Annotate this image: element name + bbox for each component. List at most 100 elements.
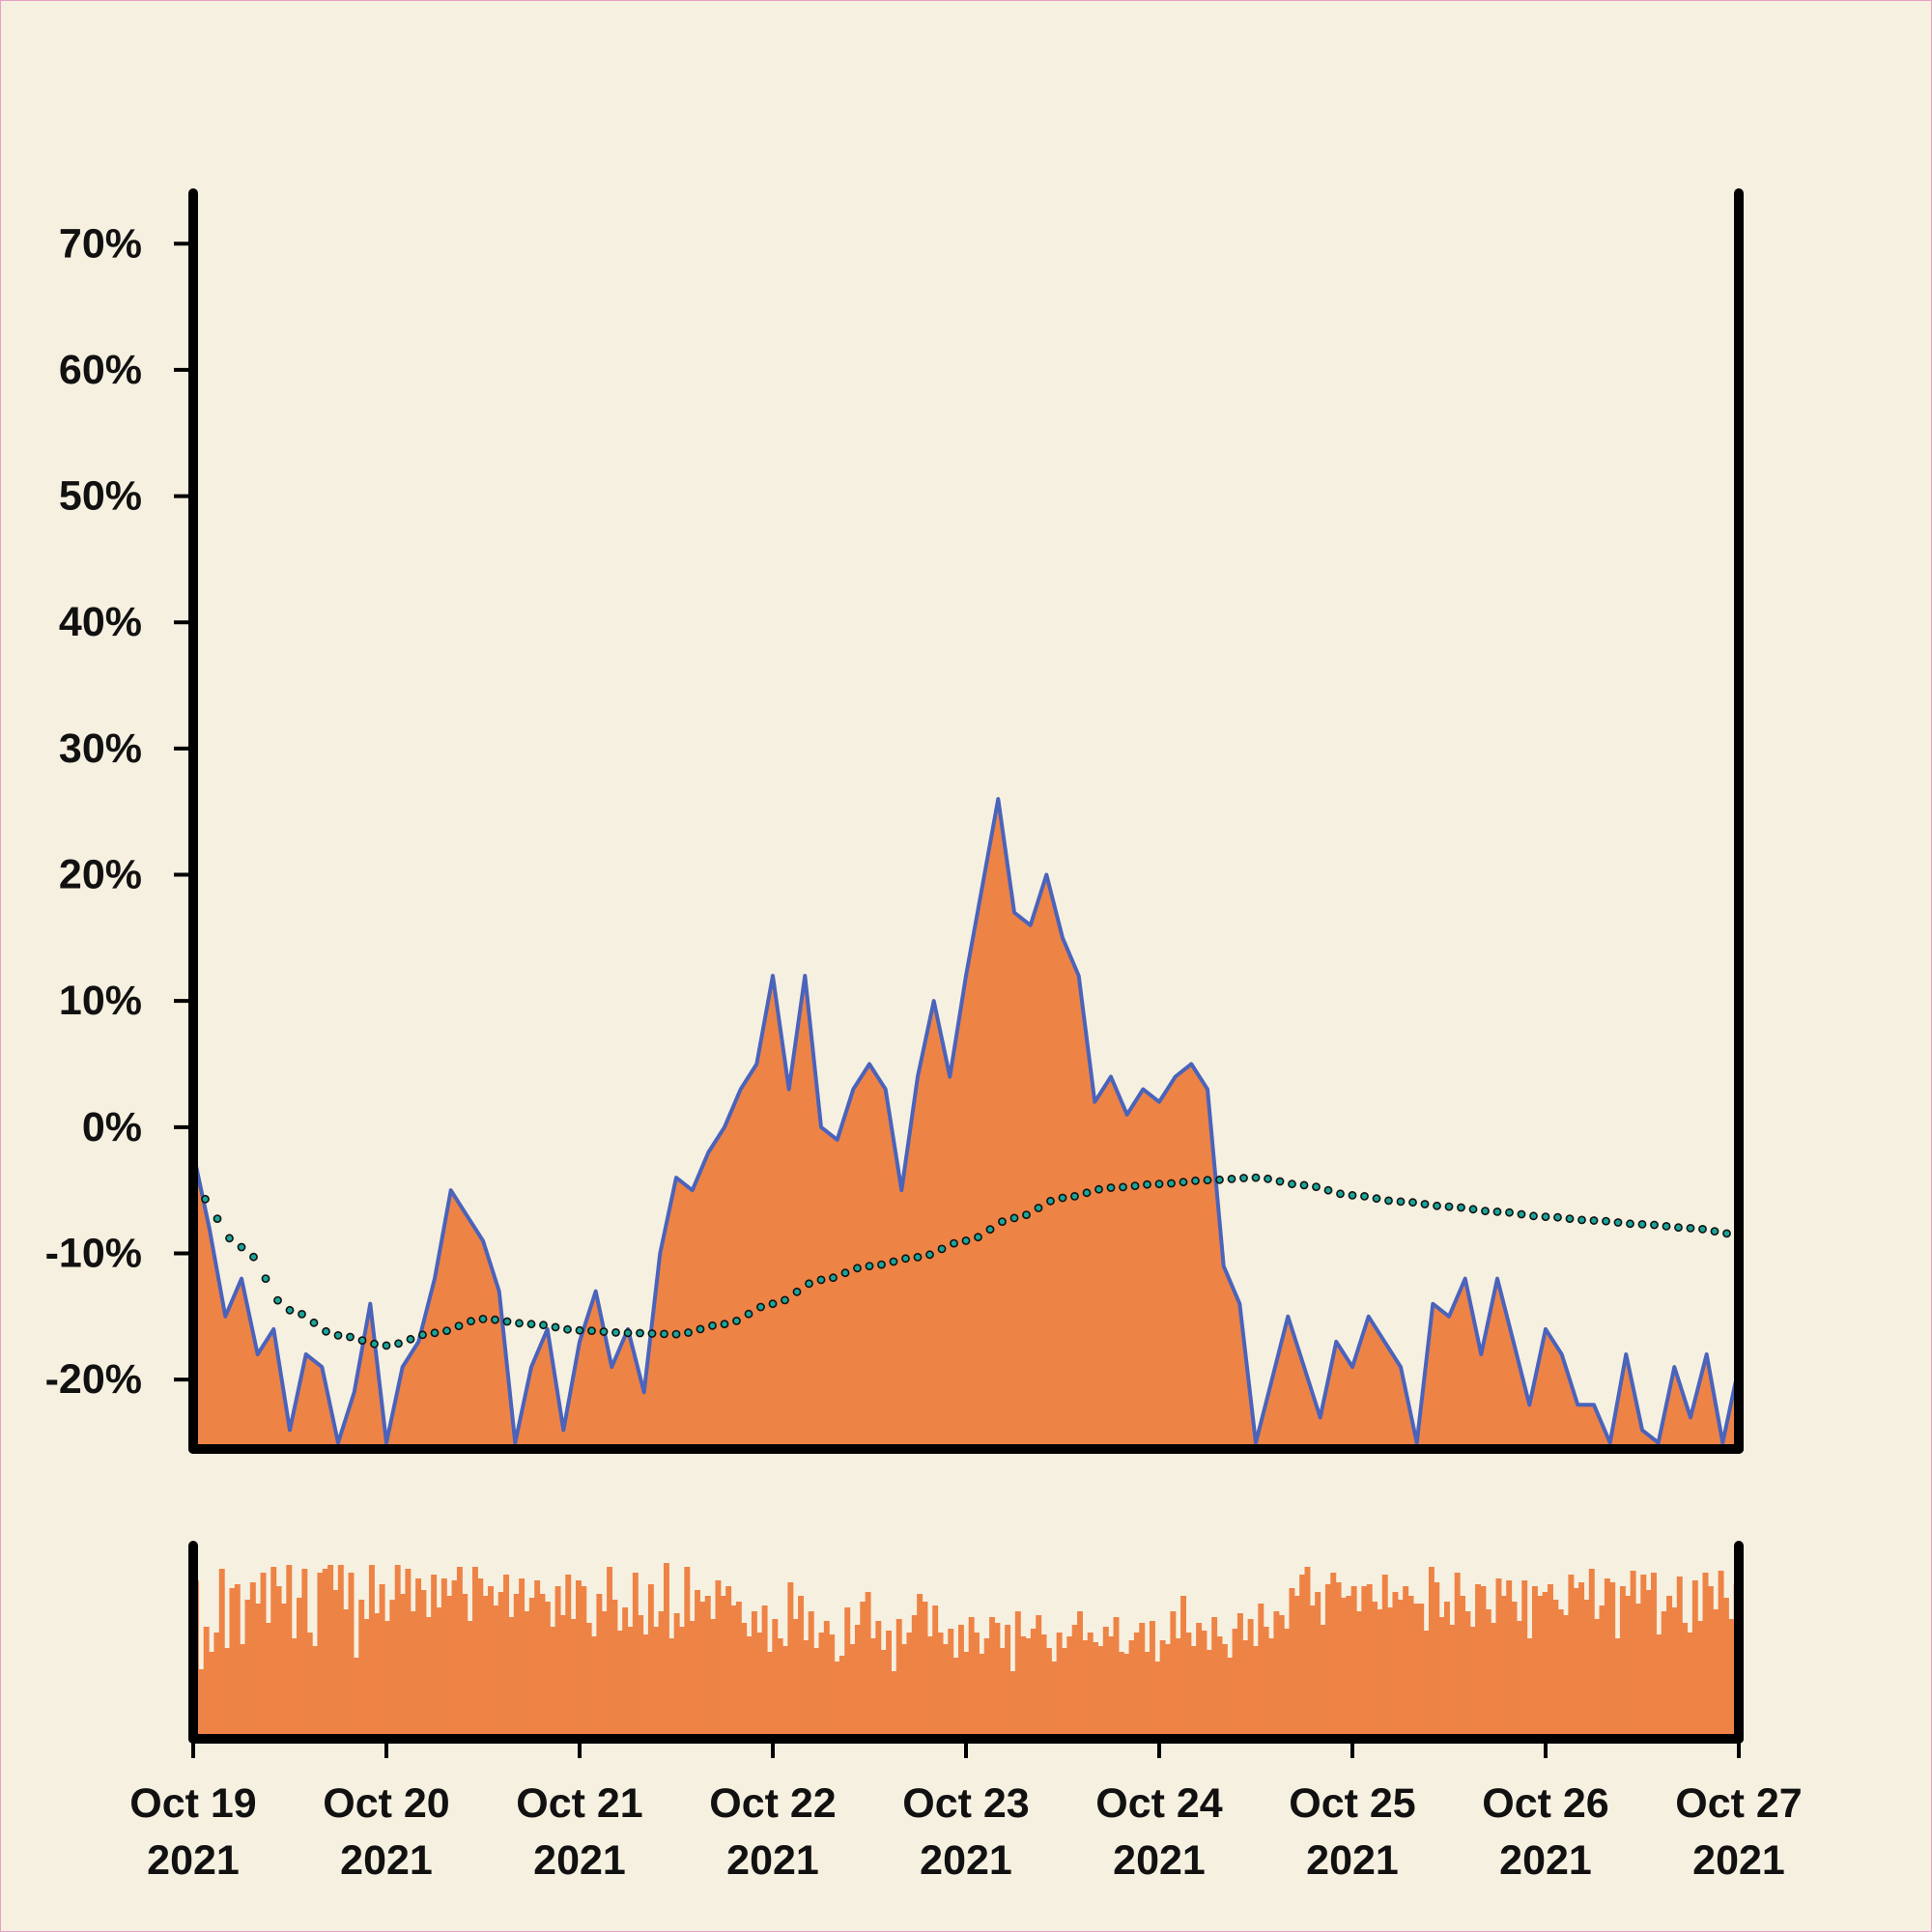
volume-bar	[1350, 1586, 1357, 1739]
trend-dot	[261, 1274, 270, 1283]
volume-bar	[1573, 1588, 1579, 1739]
trend-dot	[1626, 1219, 1634, 1229]
volume-bar	[451, 1580, 458, 1739]
trend-dot	[237, 1242, 246, 1252]
volume-bar	[482, 1596, 489, 1739]
trend-dot	[1637, 1220, 1647, 1229]
volume-bar	[1403, 1586, 1409, 1739]
volume-bar	[1165, 1644, 1171, 1739]
volume-bar	[704, 1596, 711, 1739]
volume-bar	[1190, 1646, 1197, 1739]
volume-bar	[1093, 1642, 1099, 1739]
volume-bar	[1263, 1627, 1269, 1739]
trend-dot	[551, 1322, 560, 1332]
volume-bar	[519, 1578, 526, 1739]
volume-bar	[1418, 1604, 1425, 1739]
volume-bar	[1676, 1577, 1683, 1739]
volume-bar	[1309, 1605, 1316, 1739]
trend-dot	[1119, 1182, 1127, 1192]
volume-bar	[673, 1613, 680, 1739]
volume-bar	[1511, 1602, 1518, 1739]
volume-bar	[1108, 1636, 1115, 1739]
volume-bar	[1614, 1638, 1621, 1739]
y-axis: 70% 60% 50% 40% 30% 20% 10% 0% -10% -20%	[45, 220, 193, 1403]
volume-bar	[1412, 1604, 1419, 1739]
x-tick-label-date: Oct 26	[1482, 1780, 1608, 1827]
x-tick-label-year: 2021	[1692, 1837, 1785, 1884]
volume-bar	[1273, 1611, 1280, 1739]
volume-bar	[265, 1623, 271, 1739]
volume-bar	[1227, 1658, 1234, 1739]
trend-dot	[430, 1328, 440, 1338]
trend-dot	[985, 1225, 995, 1235]
volume-bar	[632, 1573, 639, 1739]
trend-dot	[406, 1334, 415, 1344]
volume-bar	[1407, 1596, 1414, 1739]
trend-dot	[1396, 1197, 1406, 1207]
volume-bar	[1062, 1648, 1067, 1739]
volume-bar	[280, 1604, 287, 1739]
volume-bar	[255, 1604, 262, 1739]
trend-dot	[623, 1328, 633, 1338]
volume-bar	[1139, 1623, 1146, 1739]
volume-bar	[926, 1636, 933, 1739]
volume-bar	[1537, 1596, 1544, 1739]
volume-bar	[462, 1594, 469, 1739]
y-tick-label: -10%	[45, 1230, 142, 1276]
volume-bar	[1682, 1623, 1689, 1739]
volume-bar	[1656, 1634, 1662, 1739]
volume-bar	[792, 1619, 799, 1739]
trend-dot	[756, 1302, 765, 1312]
volume-bar	[446, 1596, 453, 1739]
trend-dot	[1312, 1182, 1321, 1191]
volume-bar	[1340, 1598, 1347, 1739]
volume-bar	[570, 1619, 577, 1739]
x-tick-label-year: 2021	[340, 1837, 433, 1884]
volume-bar	[1702, 1573, 1709, 1739]
main-plot: 70% 60% 50% 40% 30% 20% 10% 0% -10% -20%	[45, 188, 1744, 1454]
volume-bar	[787, 1582, 794, 1739]
trend-dot	[418, 1330, 427, 1340]
volume-bar	[1045, 1648, 1052, 1739]
volume-bar	[642, 1634, 649, 1739]
volume-bar	[493, 1605, 499, 1739]
volume-bar	[756, 1633, 763, 1739]
volume-bar	[353, 1658, 359, 1739]
trend-dot	[1323, 1185, 1333, 1195]
volume-bar	[1252, 1646, 1259, 1739]
volume-bar	[1170, 1611, 1177, 1739]
y-tick-label: 30%	[59, 725, 142, 772]
volume-bar	[229, 1588, 236, 1739]
volume-bar	[575, 1580, 582, 1739]
volume-bar	[844, 1607, 851, 1739]
trend-dot	[467, 1317, 475, 1326]
trend-dot	[1589, 1216, 1599, 1225]
x-tick-label-year: 2021	[1306, 1837, 1399, 1884]
trend-dot	[1094, 1184, 1103, 1194]
trend-dot	[322, 1326, 330, 1336]
trend-dot	[442, 1326, 451, 1335]
trend-dot	[1565, 1214, 1575, 1223]
volume-bar	[332, 1590, 339, 1739]
volume-bar	[306, 1633, 313, 1739]
volume-bar	[1036, 1615, 1042, 1739]
volume-bar	[1206, 1650, 1212, 1739]
volume-bar	[911, 1615, 918, 1739]
volume-bar	[880, 1650, 887, 1739]
trend-dot	[1034, 1204, 1043, 1212]
volume-bar	[1718, 1571, 1724, 1739]
trend-dot	[201, 1194, 210, 1204]
volume-bar	[343, 1609, 350, 1739]
volume-bar	[1625, 1596, 1632, 1739]
volume-bar	[638, 1615, 644, 1739]
volume-bar	[534, 1580, 541, 1739]
trend-dot	[491, 1315, 499, 1324]
volume-bar	[695, 1590, 701, 1739]
trend-dot	[1046, 1196, 1055, 1206]
trend-dot	[805, 1279, 813, 1289]
volume-plot	[188, 1541, 1744, 1744]
volume-bar	[684, 1567, 691, 1739]
y-tick-label: 70%	[59, 220, 142, 267]
volume-bar	[679, 1627, 685, 1739]
x-tick-label-date: Oct 27	[1675, 1780, 1802, 1827]
